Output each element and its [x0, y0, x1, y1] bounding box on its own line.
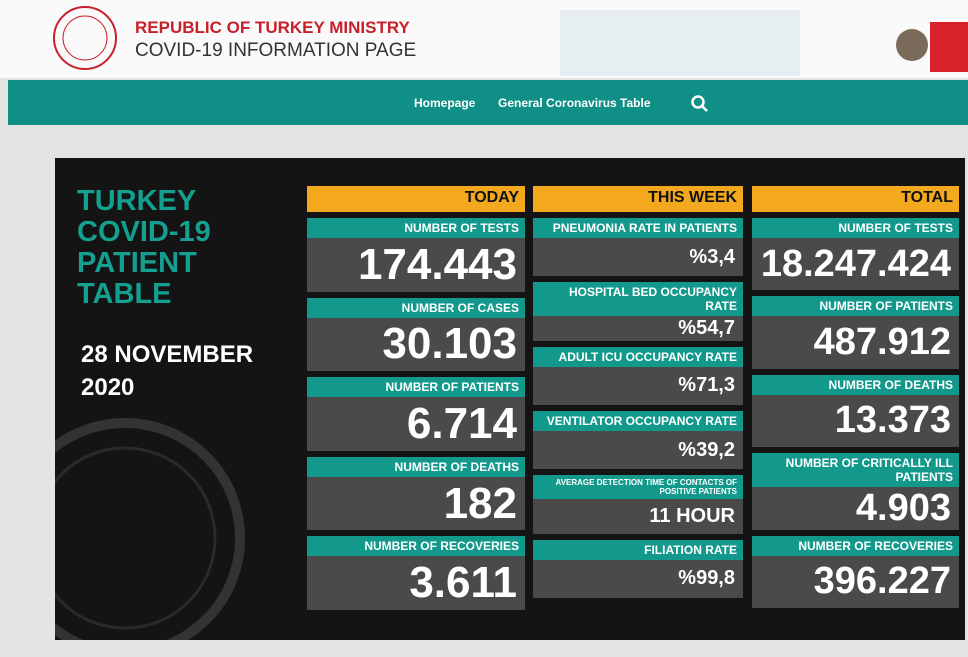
stat-value: 18.247.424 — [752, 238, 959, 290]
stat-value: %71,3 — [533, 367, 743, 405]
nav-link[interactable]: Homepage — [414, 96, 475, 110]
date-line: 28 NOVEMBER — [81, 338, 253, 371]
stat-value: 487.912 — [752, 316, 959, 368]
header-decor — [0, 0, 968, 78]
stat-value: 174.443 — [307, 238, 525, 292]
stat-value: %3,4 — [533, 238, 743, 276]
stat-label: NUMBER OF TESTS — [752, 218, 959, 238]
page-title: COVID-19 INFORMATION PAGE — [135, 40, 416, 62]
stat-label: FILIATION RATE — [533, 540, 743, 560]
stat-value: %54,7 — [533, 316, 743, 340]
stat-label: NUMBER OF PATIENTS — [752, 296, 959, 316]
stat-label: NUMBER OF CRITICALLY ILL PATIENTS — [752, 453, 959, 487]
stat-value: 4.903 — [752, 487, 959, 530]
title-line: TURKEY — [77, 186, 211, 217]
stat-value: 11 HOUR — [533, 499, 743, 533]
date-line: 2020 — [81, 371, 253, 404]
stat-value: %39,2 — [533, 431, 743, 469]
stat-label: HOSPITAL BED OCCUPANCY RATE — [533, 282, 743, 316]
title-line: TABLE — [77, 279, 211, 310]
stat-value: 13.373 — [752, 395, 959, 447]
stat-label: ADULT ICU OCCUPANCY RATE — [533, 347, 743, 367]
nav-link[interactable]: General Coronavirus Table — [498, 96, 651, 110]
stat-label: VENTILATOR OCCUPANCY RATE — [533, 411, 743, 431]
title-line: COVID-19 — [77, 217, 211, 248]
column-heading: THIS WEEK — [533, 186, 743, 212]
stat-label: NUMBER OF TESTS — [307, 218, 525, 238]
stat-label: PNEUMONIA RATE IN PATIENTS — [533, 218, 743, 238]
stat-value: %99,8 — [533, 560, 743, 598]
stat-label: NUMBER OF CASES — [307, 298, 525, 318]
stat-value: 396.227 — [752, 556, 959, 608]
stat-value: 182 — [307, 477, 525, 531]
stat-card: HOSPITAL BED OCCUPANCY RATE%54,7 — [533, 282, 743, 340]
stat-card: AVERAGE DETECTION TIME OF CONTACTS OF PO… — [533, 475, 743, 533]
nav-bar: Homepage General Coronavirus Table — [8, 80, 968, 125]
stat-value: 6.714 — [307, 397, 525, 451]
stat-card: ADULT ICU OCCUPANCY RATE%71,3 — [533, 347, 743, 405]
stat-card: FILIATION RATE%99,8 — [533, 540, 743, 598]
stat-card: PNEUMONIA RATE IN PATIENTS%3,4 — [533, 218, 743, 276]
column-heading: TOTAL — [752, 186, 959, 212]
stat-label: NUMBER OF DEATHS — [307, 457, 525, 477]
emblem — [55, 388, 255, 640]
title-line: PATIENT — [77, 248, 211, 279]
stat-label: AVERAGE DETECTION TIME OF CONTACTS OF PO… — [533, 475, 743, 499]
stat-label: NUMBER OF RECOVERIES — [307, 536, 525, 556]
header: REPUBLIC OF TURKEY MINISTRY COVID-19 INF… — [0, 0, 968, 78]
stat-label: NUMBER OF RECOVERIES — [752, 536, 959, 556]
stat-value: 30.103 — [307, 318, 525, 372]
stat-label: NUMBER OF DEATHS — [752, 375, 959, 395]
column: THIS WEEK PNEUMONIA RATE IN PATIENTS%3,4 H… — [533, 186, 743, 598]
column-heading: TODAY — [307, 186, 525, 212]
stat-label: NUMBER OF PATIENTS — [307, 377, 525, 397]
search-icon[interactable] — [690, 94, 710, 114]
ministry-title: REPUBLIC OF TURKEY MINISTRY — [135, 18, 410, 38]
stat-value: 3.611 — [307, 556, 525, 610]
page: REPUBLIC OF TURKEY MINISTRY COVID-19 INF… — [0, 0, 968, 657]
stat-card: VENTILATOR OCCUPANCY RATE%39,2 — [533, 411, 743, 469]
